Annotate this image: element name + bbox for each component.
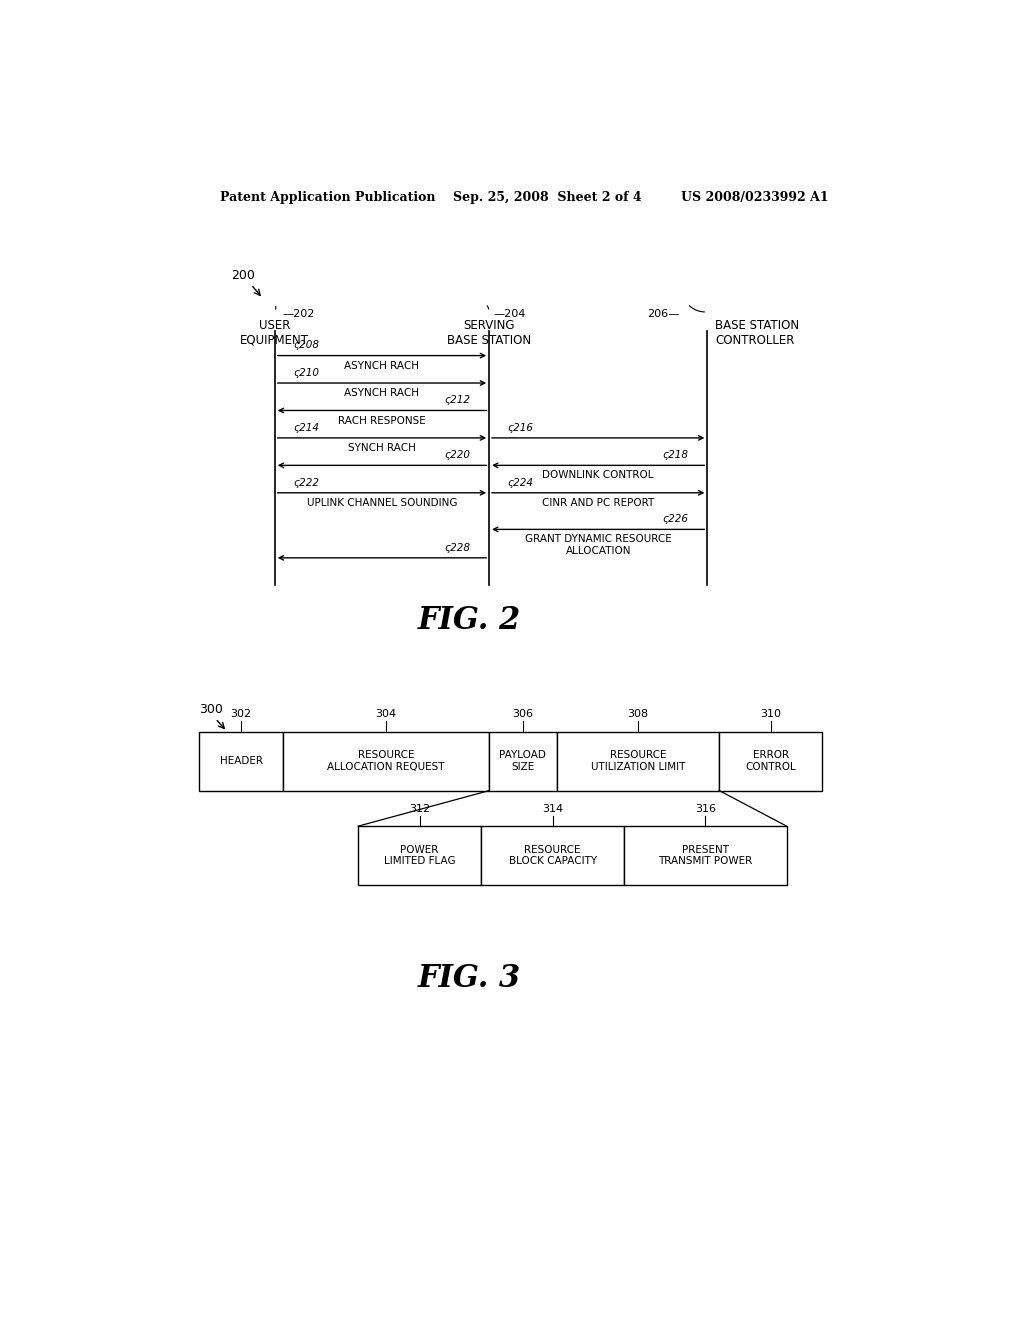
Text: ς226: ς226: [663, 515, 688, 524]
Bar: [489, 731, 557, 791]
Bar: [200, 731, 283, 791]
Text: SERVING
BASE STATION: SERVING BASE STATION: [447, 319, 531, 347]
Text: BASE STATION
CONTROLLER: BASE STATION CONTROLLER: [715, 319, 800, 347]
Text: 206—: 206—: [647, 309, 680, 319]
Text: ς228: ς228: [444, 543, 470, 553]
Bar: [283, 731, 489, 791]
Text: CINR AND PC REPORT: CINR AND PC REPORT: [542, 498, 654, 508]
Text: ς210: ς210: [294, 368, 319, 378]
Text: USER
EQUIPMENT: USER EQUIPMENT: [241, 319, 309, 347]
Text: ς224: ς224: [508, 478, 534, 487]
Text: 306: 306: [512, 709, 534, 719]
Bar: [624, 826, 786, 886]
Bar: [481, 826, 624, 886]
Text: FIG. 3: FIG. 3: [418, 964, 521, 994]
Text: —204: —204: [494, 309, 525, 319]
Text: FIG. 2: FIG. 2: [418, 606, 521, 636]
Text: ς220: ς220: [444, 450, 470, 461]
Text: ς218: ς218: [663, 450, 688, 461]
Text: ERROR
CONTROL: ERROR CONTROL: [745, 750, 797, 772]
Text: DOWNLINK CONTROL: DOWNLINK CONTROL: [543, 470, 654, 480]
Text: RESOURCE
UTILIZATION LIMIT: RESOURCE UTILIZATION LIMIT: [591, 750, 685, 772]
Bar: [358, 826, 481, 886]
Text: Patent Application Publication    Sep. 25, 2008  Sheet 2 of 4         US 2008/02: Patent Application Publication Sep. 25, …: [220, 190, 829, 203]
Text: ς214: ς214: [294, 422, 319, 433]
Text: PRESENT
TRANSMIT POWER: PRESENT TRANSMIT POWER: [658, 845, 753, 866]
Text: 304: 304: [376, 709, 396, 719]
Text: 300: 300: [200, 702, 223, 715]
Text: —202: —202: [283, 309, 315, 319]
Text: 314: 314: [542, 804, 563, 814]
Bar: [557, 731, 719, 791]
Text: UPLINK CHANNEL SOUNDING: UPLINK CHANNEL SOUNDING: [307, 498, 457, 508]
Text: RESOURCE
BLOCK CAPACITY: RESOURCE BLOCK CAPACITY: [509, 845, 597, 866]
Text: ς222: ς222: [294, 478, 319, 487]
Text: 310: 310: [760, 709, 781, 719]
Text: HEADER: HEADER: [219, 756, 262, 766]
Text: 200: 200: [231, 269, 255, 281]
Text: ς212: ς212: [444, 396, 470, 405]
Text: 302: 302: [230, 709, 252, 719]
Text: ASYNCH RACH: ASYNCH RACH: [344, 388, 420, 399]
Text: GRANT DYNAMIC RESOURCE
ALLOCATION: GRANT DYNAMIC RESOURCE ALLOCATION: [525, 535, 672, 556]
Text: PAYLOAD
SIZE: PAYLOAD SIZE: [500, 750, 546, 772]
Text: 316: 316: [695, 804, 716, 814]
Text: ASYNCH RACH: ASYNCH RACH: [344, 360, 420, 371]
Text: RACH RESPONSE: RACH RESPONSE: [338, 416, 426, 425]
Text: 312: 312: [409, 804, 430, 814]
Text: POWER
LIMITED FLAG: POWER LIMITED FLAG: [384, 845, 456, 866]
Text: 308: 308: [628, 709, 648, 719]
Text: ς208: ς208: [294, 341, 319, 351]
Text: RESOURCE
ALLOCATION REQUEST: RESOURCE ALLOCATION REQUEST: [328, 750, 444, 772]
Bar: [719, 731, 822, 791]
Text: ς216: ς216: [508, 422, 534, 433]
Text: SYNCH RACH: SYNCH RACH: [348, 444, 416, 453]
